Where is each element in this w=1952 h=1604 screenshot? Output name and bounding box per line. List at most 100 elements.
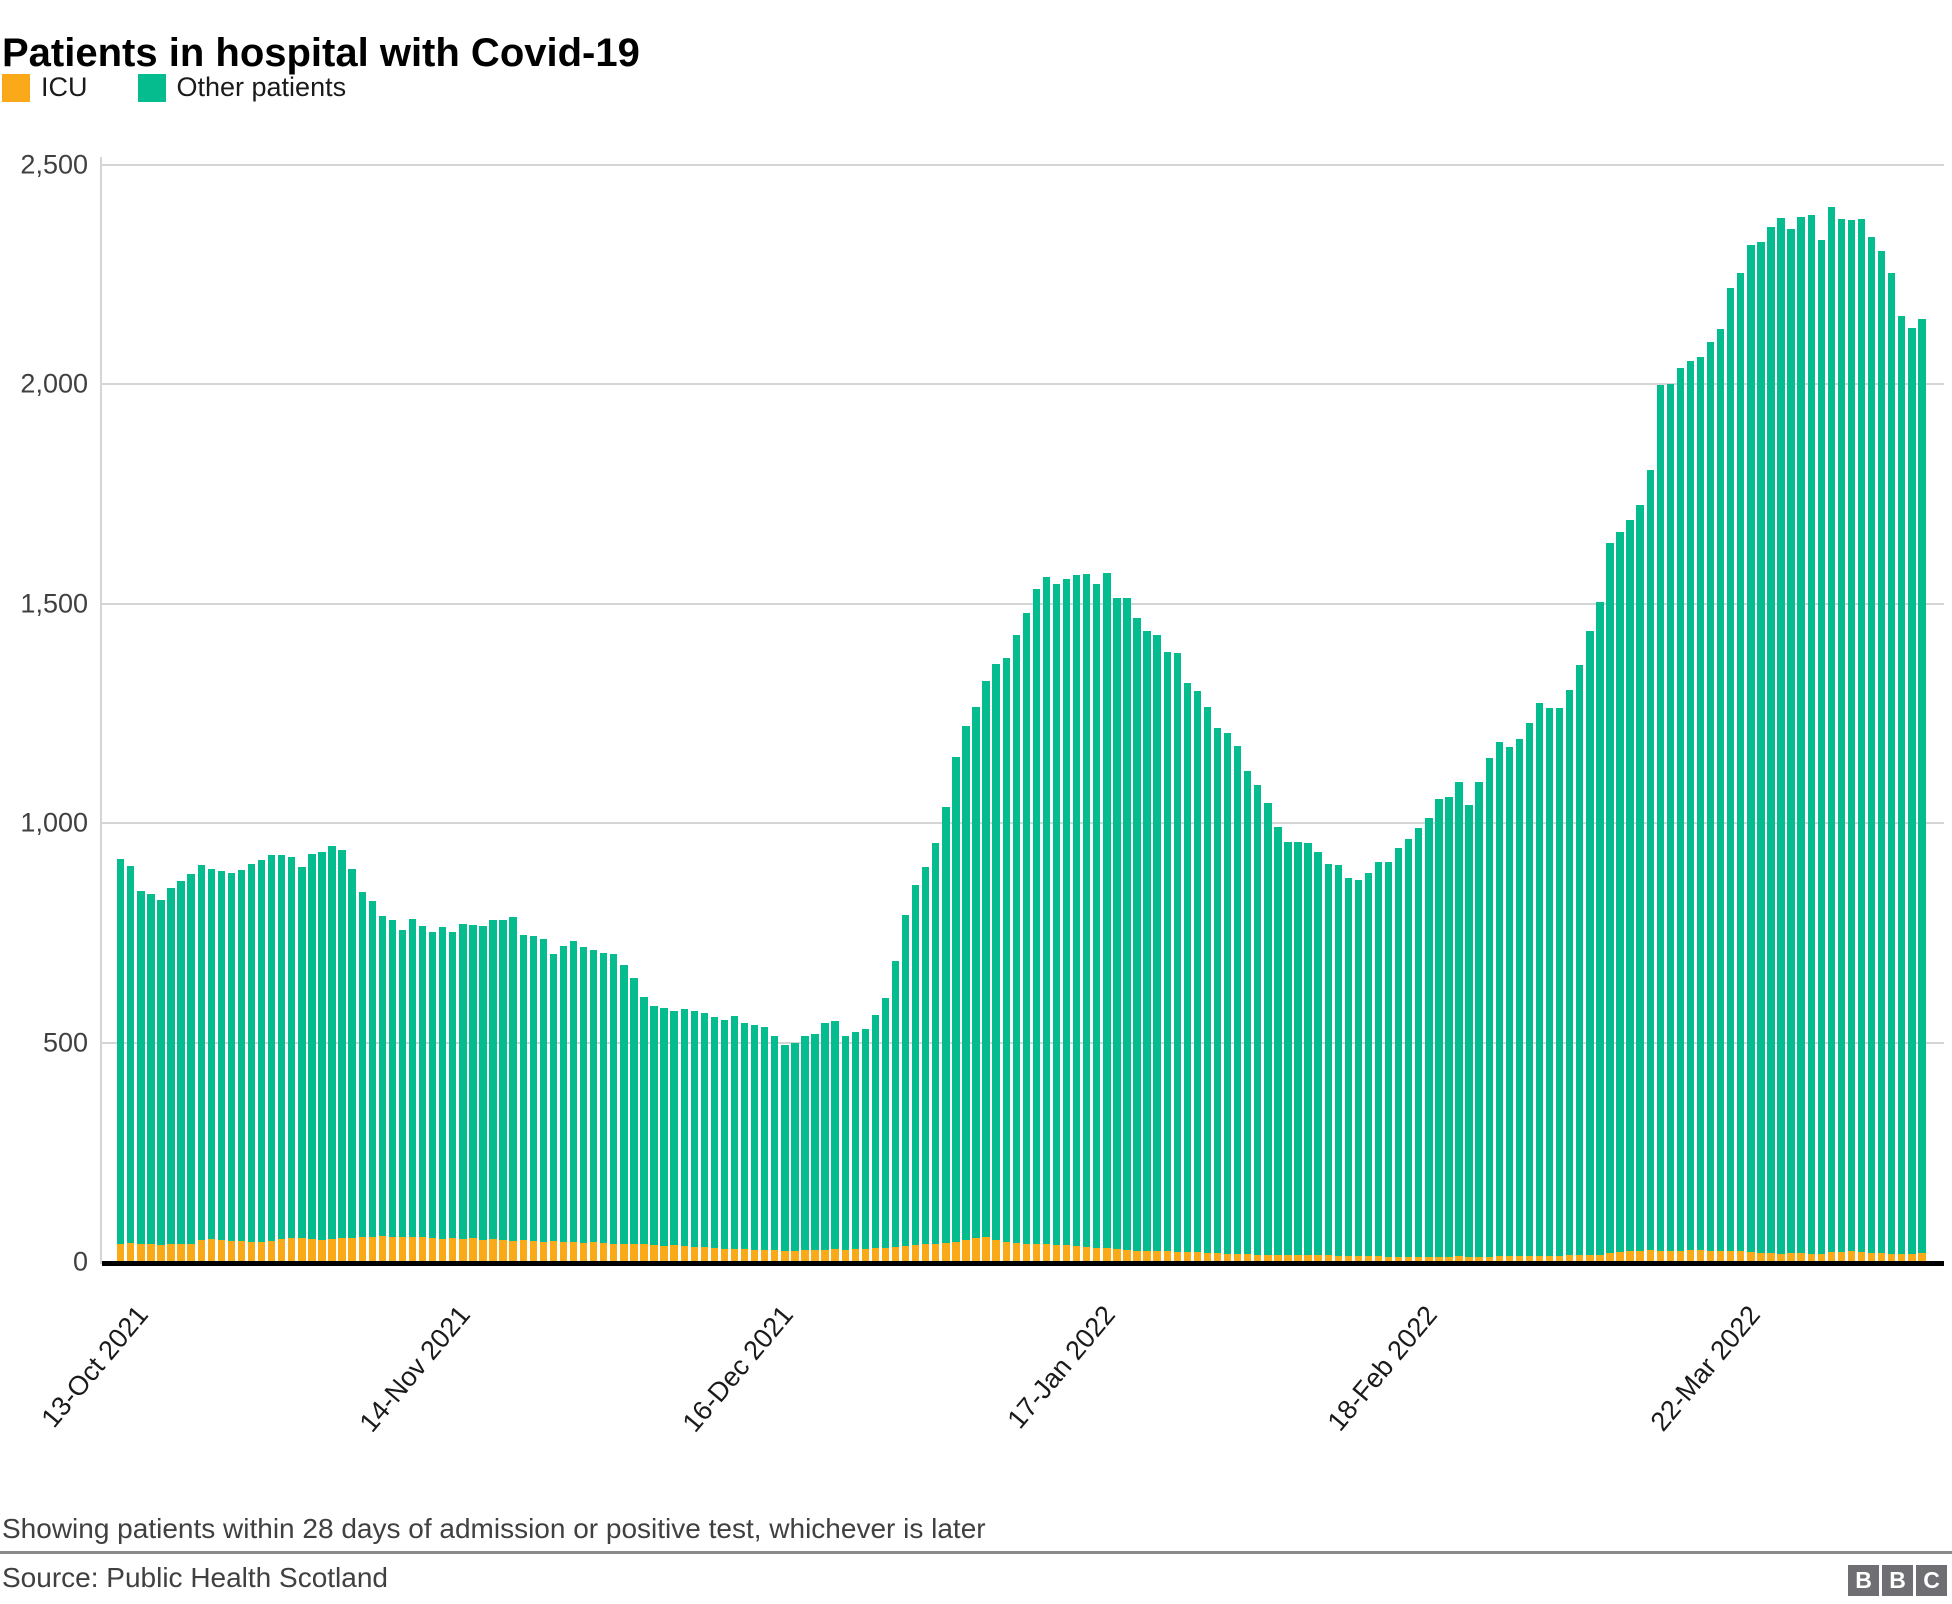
bar-day-3: [147, 894, 155, 1262]
icu-segment: [428, 1237, 437, 1262]
icu-segment: [791, 1250, 799, 1262]
other-patients-segment: [1183, 682, 1192, 1253]
other-patients-segment: [117, 859, 125, 1244]
other-patients-segment: [1294, 841, 1302, 1255]
bar-day-73: [851, 1031, 859, 1262]
icu-segment: [600, 1242, 608, 1262]
bar-day-2: [137, 891, 145, 1262]
y-axis-line: [100, 157, 102, 1264]
bar-day-22: [338, 849, 346, 1262]
other-patients-segment: [871, 1015, 880, 1248]
icu-segment: [1918, 1253, 1926, 1262]
other-patients-segment: [1002, 658, 1010, 1242]
icu-segment: [338, 1238, 346, 1262]
other-patients-segment: [1193, 691, 1202, 1253]
icu-segment: [962, 1240, 970, 1262]
bar-day-114: [1264, 803, 1272, 1262]
bar-day-179: [1918, 319, 1926, 1262]
icu-segment: [459, 1238, 467, 1262]
other-patients-segment: [187, 873, 195, 1244]
bar-day-63: [750, 1025, 759, 1262]
icu-segment: [1898, 1254, 1906, 1262]
icu-segment: [539, 1241, 548, 1262]
bars-container: [102, 165, 1944, 1262]
icu-segment: [1626, 1251, 1634, 1262]
icu-segment: [680, 1246, 688, 1262]
bar-day-110: [1223, 732, 1232, 1262]
other-patients-segment: [1555, 707, 1564, 1256]
icu-segment: [1596, 1254, 1604, 1262]
bar-day-90: [1022, 613, 1031, 1262]
icu-segment: [1747, 1251, 1755, 1262]
icu-segment: [1133, 1250, 1141, 1262]
bar-day-115: [1274, 826, 1282, 1262]
other-patients-segment: [761, 1027, 769, 1250]
other-patients-segment: [680, 1009, 688, 1247]
other-patients-segment: [1415, 827, 1423, 1257]
icu-segment: [559, 1241, 568, 1262]
icu-segment: [1233, 1254, 1242, 1262]
icu-segment: [257, 1242, 266, 1262]
bar-day-92: [1042, 577, 1051, 1262]
icu-segment: [1405, 1256, 1413, 1262]
icu-segment: [922, 1244, 930, 1262]
other-patients-segment: [952, 757, 960, 1242]
bar-day-75: [871, 1015, 880, 1262]
other-patients-segment: [338, 849, 346, 1239]
icu-segment: [821, 1249, 829, 1262]
other-patients-segment: [891, 961, 900, 1248]
icu-segment: [1475, 1256, 1483, 1262]
other-patients-segment: [791, 1042, 799, 1251]
other-patients-segment: [1465, 804, 1473, 1257]
icu-segment: [328, 1239, 336, 1262]
bar-day-116: [1284, 841, 1292, 1262]
other-patients-segment: [630, 977, 638, 1244]
other-patients-segment: [1867, 236, 1876, 1253]
y-tick-label: 2,000: [20, 368, 88, 399]
bar-day-41: [529, 936, 537, 1262]
other-patients-segment: [660, 1008, 668, 1247]
bar-day-162: [1747, 244, 1755, 1262]
other-patients-segment: [730, 1016, 739, 1249]
bar-day-56: [680, 1009, 688, 1262]
bar-day-94: [1062, 578, 1071, 1262]
icu-segment: [1072, 1246, 1081, 1262]
icu-segment: [1576, 1255, 1584, 1262]
other-patients-segment: [348, 868, 356, 1238]
icu-segment: [670, 1245, 678, 1262]
bar-day-6: [177, 881, 185, 1262]
bar-day-97: [1093, 583, 1101, 1262]
bar-day-33: [449, 932, 457, 1262]
page-title: Patients in hospital with Covid-19: [2, 30, 640, 75]
other-patients-segment: [257, 859, 266, 1243]
icu-segment: [1384, 1256, 1393, 1262]
footer-divider: [0, 1551, 1952, 1554]
other-patients-segment: [1636, 505, 1644, 1251]
icu-segment: [1515, 1256, 1524, 1262]
other-patients-segment: [1093, 583, 1101, 1248]
other-patients-segment: [469, 925, 477, 1238]
icu-segment: [217, 1240, 226, 1262]
icu-segment: [529, 1240, 537, 1262]
bar-day-117: [1294, 841, 1302, 1262]
y-tick-label: 500: [42, 1027, 88, 1058]
icu-segment: [308, 1239, 316, 1262]
bar-day-122: [1344, 877, 1353, 1262]
other-patients-segment: [1596, 601, 1604, 1255]
icu-segment: [1676, 1250, 1685, 1262]
other-patients-segment: [781, 1044, 789, 1251]
other-patients-segment: [1203, 707, 1212, 1253]
other-patients-segment: [720, 1019, 729, 1249]
bar-day-50: [620, 964, 628, 1262]
icu-segment: [1737, 1250, 1745, 1262]
icu-segment: [640, 1244, 648, 1262]
icu-segment: [1686, 1250, 1695, 1262]
icu-segment: [569, 1242, 578, 1262]
bar-day-67: [791, 1042, 799, 1262]
other-patients-segment: [1566, 689, 1574, 1256]
other-patients-segment: [1143, 630, 1151, 1251]
bar-day-155: [1676, 367, 1685, 1262]
other-patients-segment: [589, 950, 598, 1242]
bar-day-141: [1535, 703, 1544, 1262]
other-patients-segment: [771, 1036, 779, 1251]
